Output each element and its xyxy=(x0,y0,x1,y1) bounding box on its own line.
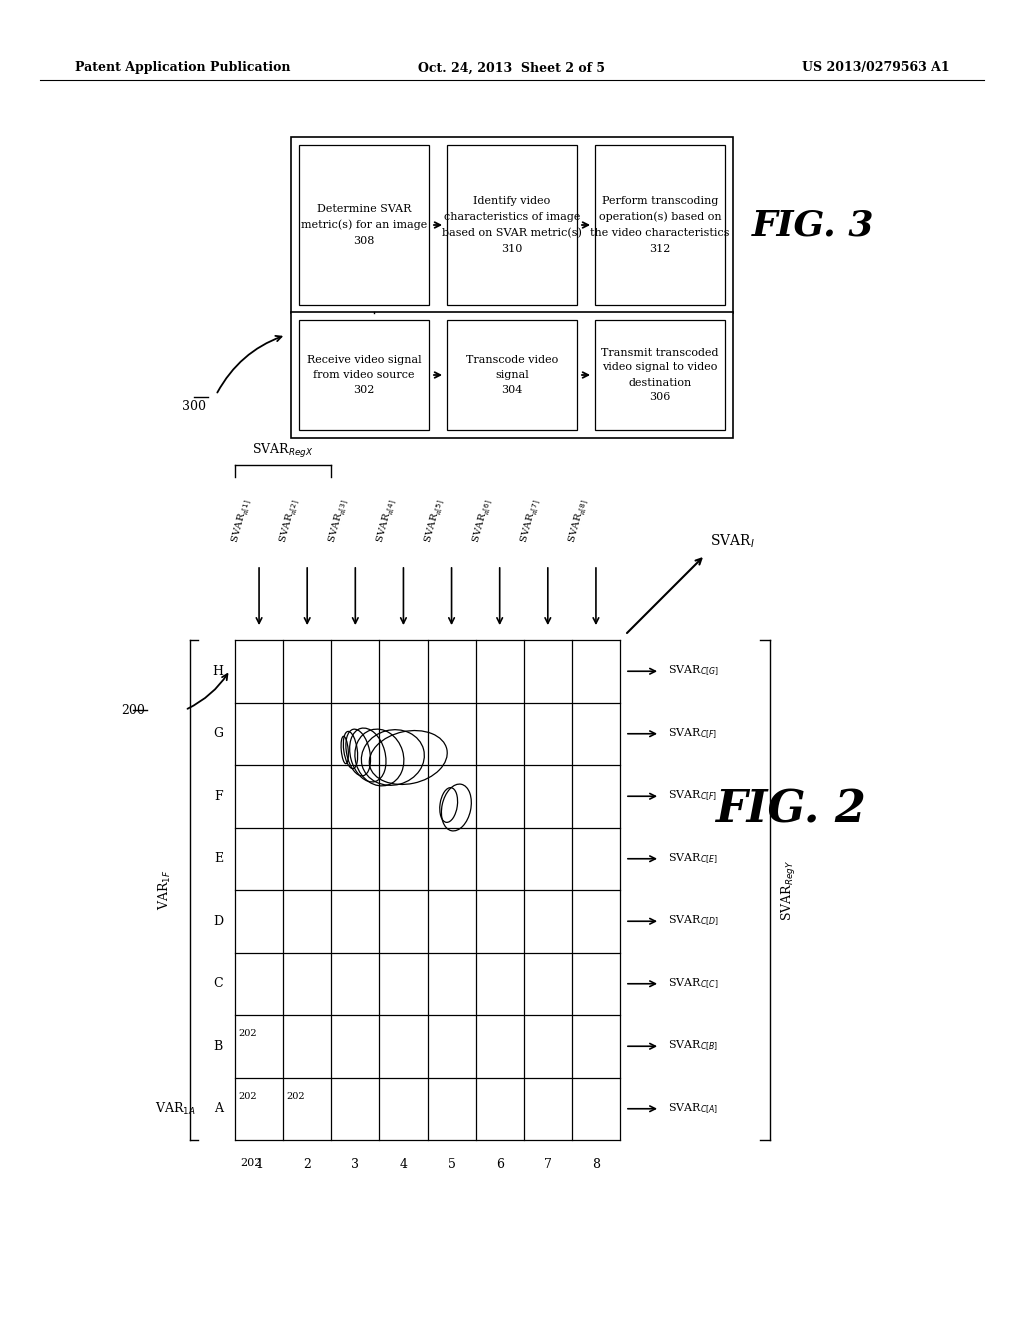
Text: 4: 4 xyxy=(399,1158,408,1171)
Text: $\mathregular{SVAR}_{C[B]}$: $\mathregular{SVAR}_{C[B]}$ xyxy=(668,1039,719,1053)
Text: Determine SVAR: Determine SVAR xyxy=(316,205,412,214)
Text: 300: 300 xyxy=(182,400,206,413)
Text: $\mathregular{SVAR}_{_R[8]}$: $\mathregular{SVAR}_{_R[8]}$ xyxy=(566,498,592,545)
Text: $\mathregular{SVAR}_{C[A]}$: $\mathregular{SVAR}_{C[A]}$ xyxy=(668,1102,718,1115)
Bar xyxy=(447,145,577,305)
Text: 202: 202 xyxy=(286,1092,305,1101)
Text: $\mathregular{SVAR}_{_R[3]}$: $\mathregular{SVAR}_{_R[3]}$ xyxy=(326,498,351,545)
Text: US 2013/0279563 A1: US 2013/0279563 A1 xyxy=(803,62,950,74)
Text: $\mathregular{SVAR}_{C[C]}$: $\mathregular{SVAR}_{C[C]}$ xyxy=(668,977,719,991)
Text: Identify video: Identify video xyxy=(473,195,551,206)
Text: 6: 6 xyxy=(496,1158,504,1171)
Text: 312: 312 xyxy=(649,244,671,253)
Text: C: C xyxy=(213,977,223,990)
Text: A: A xyxy=(214,1102,223,1115)
Bar xyxy=(299,145,429,305)
Text: $\mathregular{SVAR}_{RegX}$: $\mathregular{SVAR}_{RegX}$ xyxy=(253,442,313,459)
Text: 8: 8 xyxy=(592,1158,600,1171)
Text: FIG. 2: FIG. 2 xyxy=(715,788,865,832)
Text: E: E xyxy=(214,853,223,865)
Text: 7: 7 xyxy=(544,1158,552,1171)
Text: $\mathregular{SVAR}_{_R[6]}$: $\mathregular{SVAR}_{_R[6]}$ xyxy=(470,498,496,545)
Text: B: B xyxy=(214,1040,223,1053)
Text: Patent Application Publication: Patent Application Publication xyxy=(75,62,291,74)
Text: $\mathregular{SVAR}_{C[G]}$: $\mathregular{SVAR}_{C[G]}$ xyxy=(668,664,719,678)
Text: $\mathregular{SVAR}_{C[F]}$: $\mathregular{SVAR}_{C[F]}$ xyxy=(668,789,717,804)
Text: Oct. 24, 2013  Sheet 2 of 5: Oct. 24, 2013 Sheet 2 of 5 xyxy=(419,62,605,74)
Text: 304: 304 xyxy=(502,385,522,395)
Text: 310: 310 xyxy=(502,244,522,253)
Text: 3: 3 xyxy=(351,1158,359,1171)
Text: Receive video signal: Receive video signal xyxy=(306,355,421,366)
Text: F: F xyxy=(214,789,223,803)
Text: Perform transcoding: Perform transcoding xyxy=(602,195,718,206)
Text: metric(s) for an image: metric(s) for an image xyxy=(301,219,427,230)
Text: Transmit transcoded: Transmit transcoded xyxy=(601,347,719,358)
Text: 2: 2 xyxy=(303,1158,311,1171)
Text: signal: signal xyxy=(496,370,528,380)
Text: 202: 202 xyxy=(240,1158,261,1168)
Text: $\mathregular{SVAR}_{C[E]}$: $\mathregular{SVAR}_{C[E]}$ xyxy=(668,851,718,866)
Text: characteristics of image: characteristics of image xyxy=(443,213,581,222)
Text: video signal to video: video signal to video xyxy=(602,363,718,372)
Text: $\mathregular{SVAR}_{_R[1]}$: $\mathregular{SVAR}_{_R[1]}$ xyxy=(229,498,255,545)
Text: Transcode video: Transcode video xyxy=(466,355,558,366)
Text: 5: 5 xyxy=(447,1158,456,1171)
Text: from video source: from video source xyxy=(313,370,415,380)
Text: 200: 200 xyxy=(121,704,145,717)
Text: operation(s) based on: operation(s) based on xyxy=(599,211,721,222)
Text: $\mathregular{SVAR}_{_R[5]}$: $\mathregular{SVAR}_{_R[5]}$ xyxy=(422,498,447,545)
Text: $\mathregular{SVAR}_{_R[4]}$: $\mathregular{SVAR}_{_R[4]}$ xyxy=(374,498,399,545)
Text: 308: 308 xyxy=(353,236,375,246)
Bar xyxy=(291,312,733,438)
Text: 302: 302 xyxy=(353,385,375,395)
Text: destination: destination xyxy=(629,378,691,388)
Text: 1: 1 xyxy=(255,1158,263,1171)
Bar xyxy=(595,319,725,430)
Bar xyxy=(595,145,725,305)
Text: $\mathregular{SVAR}_I$: $\mathregular{SVAR}_I$ xyxy=(710,532,755,550)
Bar xyxy=(299,319,429,430)
Bar xyxy=(447,319,577,430)
Text: 202: 202 xyxy=(238,1030,257,1039)
Text: $\mathregular{VAR}_{1F}$: $\mathregular{VAR}_{1F}$ xyxy=(157,870,173,911)
Text: H: H xyxy=(212,665,223,677)
Text: $\mathregular{SVAR}_{_R[7]}$: $\mathregular{SVAR}_{_R[7]}$ xyxy=(518,498,544,545)
Text: $\mathregular{SVAR}_{C[F]}$: $\mathregular{SVAR}_{C[F]}$ xyxy=(668,727,717,741)
Text: 306: 306 xyxy=(649,392,671,403)
Text: G: G xyxy=(213,727,223,741)
Text: $\mathregular{SVAR}_{_R[2]}$: $\mathregular{SVAR}_{_R[2]}$ xyxy=(278,498,303,545)
Text: $\mathregular{SVAR}_{C[D]}$: $\mathregular{SVAR}_{C[D]}$ xyxy=(668,915,719,928)
Text: 202: 202 xyxy=(238,1092,257,1101)
Text: D: D xyxy=(213,915,223,928)
Text: $\mathregular{VAR}_{1A}$: $\mathregular{VAR}_{1A}$ xyxy=(155,1101,196,1117)
Text: the video characteristics: the video characteristics xyxy=(590,228,730,238)
Bar xyxy=(291,137,733,313)
Text: $\mathregular{SVAR}_{RegY}$: $\mathregular{SVAR}_{RegY}$ xyxy=(780,859,798,920)
Text: based on SVAR metric(s): based on SVAR metric(s) xyxy=(442,228,582,238)
Text: FIG. 3: FIG. 3 xyxy=(752,209,874,242)
